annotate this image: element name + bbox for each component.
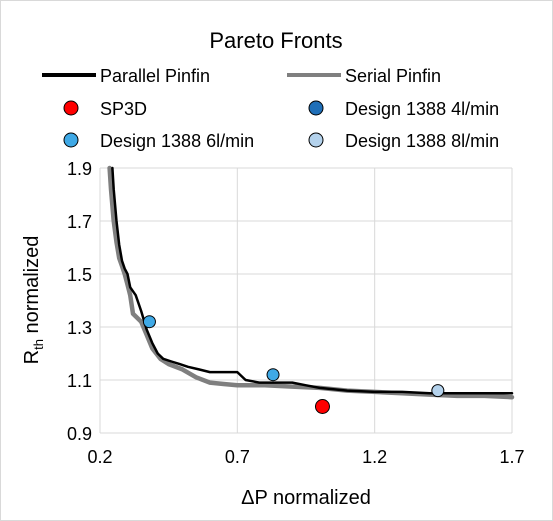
data-point-sp3d bbox=[314, 399, 330, 414]
data-points bbox=[142, 315, 445, 414]
tick-labels: 0.9 1.1 1.3 1.5 1.7 1.9 0.2 0.7 1.2 1.7 bbox=[67, 159, 525, 467]
legend-marker-design-8l bbox=[308, 132, 324, 148]
chart-title: Pareto Fronts bbox=[209, 28, 342, 53]
data-point-design-1388-6l-min bbox=[142, 315, 156, 329]
data-point-design-1388-8l-min bbox=[431, 384, 445, 398]
series-lines bbox=[107, 165, 515, 400]
legend-label-design-8l: Design 1388 8l/min bbox=[345, 131, 499, 151]
legend: Parallel Pinfin Serial Pinfin SP3D Desig… bbox=[42, 66, 499, 151]
y-tick-label: 1.1 bbox=[67, 371, 92, 391]
y-tick-label: 1.7 bbox=[67, 212, 92, 232]
legend-label-sp3d: SP3D bbox=[100, 99, 147, 119]
data-point-design-1388-unlabeled bbox=[266, 368, 280, 382]
x-tick-label: 0.2 bbox=[87, 447, 112, 467]
gridlines bbox=[99, 167, 513, 434]
y-tick-label: 1.3 bbox=[67, 318, 92, 338]
legend-label-design-6l: Design 1388 6l/min bbox=[100, 131, 254, 151]
x-tick-label: 1.7 bbox=[499, 447, 524, 467]
x-tick-label: 1.2 bbox=[362, 447, 387, 467]
legend-marker-design-6l bbox=[63, 132, 79, 148]
y-axis-label-main: R bbox=[21, 350, 43, 364]
x-tick-label: 0.7 bbox=[225, 447, 250, 467]
legend-label-design-4l: Design 1388 4l/min bbox=[345, 99, 499, 119]
y-tick-label: 1.5 bbox=[67, 265, 92, 285]
series-line-parallel-pinfin bbox=[111, 166, 514, 395]
legend-label-parallel-pinfin: Parallel Pinfin bbox=[100, 66, 210, 86]
y-tick-label: 0.9 bbox=[67, 424, 92, 444]
legend-marker-sp3d bbox=[63, 100, 79, 116]
x-axis-label: ΔP normalized bbox=[241, 487, 371, 509]
legend-marker-design-4l bbox=[308, 100, 324, 116]
y-axis-label-subscript: th bbox=[31, 339, 46, 350]
y-axis-label: Rth normalized bbox=[21, 236, 46, 365]
y-axis-label-rest: normalized bbox=[21, 236, 43, 339]
legend-label-serial-pinfin: Serial Pinfin bbox=[345, 66, 441, 86]
series-line-serial-pinfin bbox=[107, 165, 515, 400]
y-tick-label: 1.9 bbox=[67, 159, 92, 179]
